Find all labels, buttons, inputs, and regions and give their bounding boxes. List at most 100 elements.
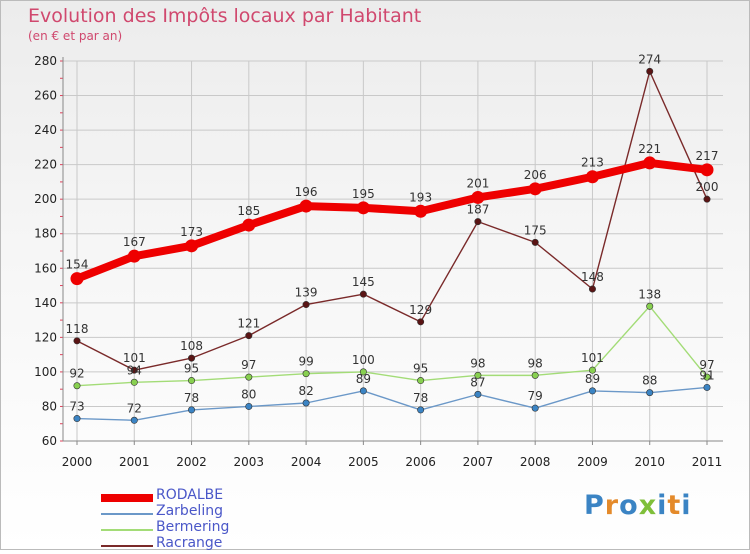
data-label-bermering: 138 xyxy=(638,287,661,301)
data-label-rodalbe: 213 xyxy=(581,156,604,170)
data-label-rodalbe: 196 xyxy=(295,185,318,199)
x-tick-label: 2009 xyxy=(577,455,608,469)
legend-label: Bermering xyxy=(156,519,230,535)
data-point-bermering xyxy=(417,377,425,385)
data-point-zarbeling xyxy=(588,387,596,395)
data-point-rodalbe xyxy=(585,170,599,184)
legend-label: Zarbeling xyxy=(156,503,223,519)
series-line-zarbeling xyxy=(76,386,708,421)
data-point-racrange xyxy=(703,195,711,203)
data-label-racrange: 187 xyxy=(466,203,489,217)
logo-letter: x xyxy=(638,490,658,521)
data-point-bermering xyxy=(588,366,596,374)
data-point-racrange xyxy=(588,285,596,293)
series-line-rodalbe xyxy=(73,158,711,283)
y-tick-label: 60 xyxy=(42,434,57,448)
data-label-zarbeling: 82 xyxy=(298,384,313,398)
data-label-rodalbe: 154 xyxy=(66,258,89,272)
data-label-zarbeling: 89 xyxy=(356,372,371,386)
data-point-zarbeling xyxy=(474,390,482,398)
data-point-rodalbe xyxy=(471,190,485,204)
x-tick-label: 2005 xyxy=(348,455,379,469)
data-point-rodalbe xyxy=(643,156,657,170)
data-point-bermering xyxy=(359,368,367,376)
data-label-bermering: 94 xyxy=(127,363,142,377)
data-label-rodalbe: 167 xyxy=(123,235,146,249)
logo-letter: o xyxy=(619,490,639,521)
data-point-racrange xyxy=(130,366,138,374)
data-label-bermering: 98 xyxy=(528,356,543,370)
y-tick-label: 100 xyxy=(34,365,57,379)
y-tick-label: 280 xyxy=(34,54,57,68)
data-point-rodalbe xyxy=(356,201,370,215)
data-point-rodalbe xyxy=(700,163,714,177)
data-point-bermering xyxy=(703,373,711,381)
data-label-rodalbe: 221 xyxy=(638,142,661,156)
data-point-zarbeling xyxy=(245,402,253,410)
data-label-bermering: 95 xyxy=(184,362,199,376)
data-point-racrange xyxy=(245,332,253,340)
data-label-racrange: 274 xyxy=(638,52,661,66)
data-label-bermering: 92 xyxy=(69,367,84,381)
data-point-bermering xyxy=(302,370,310,378)
data-point-zarbeling xyxy=(359,387,367,395)
data-point-bermering xyxy=(531,371,539,379)
legend-label: RODALBE xyxy=(156,487,224,503)
y-tick-label: 260 xyxy=(34,89,57,103)
data-label-bermering: 95 xyxy=(413,362,428,376)
data-label-racrange: 121 xyxy=(237,317,260,331)
x-tick-label: 2011 xyxy=(692,455,723,469)
data-label-rodalbe: 173 xyxy=(180,225,203,239)
data-label-zarbeling: 78 xyxy=(413,391,428,405)
data-label-rodalbe: 185 xyxy=(237,204,260,218)
data-point-racrange xyxy=(188,354,196,362)
data-point-bermering xyxy=(474,371,482,379)
data-point-racrange xyxy=(302,301,310,309)
data-point-racrange xyxy=(359,290,367,298)
data-point-bermering xyxy=(130,378,138,386)
legend-swatch xyxy=(101,513,153,515)
logo-letter: t xyxy=(667,490,682,521)
data-point-zarbeling xyxy=(302,399,310,407)
data-point-racrange xyxy=(474,218,482,226)
chart-subtitle: (en € et par an) xyxy=(28,29,123,43)
y-tick-label: 120 xyxy=(34,330,57,344)
data-label-zarbeling: 80 xyxy=(241,387,256,401)
x-tick-label: 2002 xyxy=(176,455,207,469)
data-label-zarbeling: 78 xyxy=(184,391,199,405)
data-point-rodalbe xyxy=(414,204,428,218)
data-label-zarbeling: 91 xyxy=(699,368,714,382)
y-tick-label: 240 xyxy=(34,123,57,137)
data-point-zarbeling xyxy=(417,406,425,414)
logo-letter: i xyxy=(657,490,668,521)
data-point-bermering xyxy=(646,302,654,310)
data-label-racrange: 200 xyxy=(696,180,719,194)
y-tick-label: 180 xyxy=(34,227,57,241)
y-tick-label: 160 xyxy=(34,261,57,275)
data-label-zarbeling: 79 xyxy=(528,389,543,403)
legend-swatch xyxy=(101,545,153,547)
logo-letter: P xyxy=(584,490,605,521)
x-tick-label: 2010 xyxy=(634,455,665,469)
data-point-zarbeling xyxy=(531,404,539,412)
data-label-racrange: 101 xyxy=(123,351,146,365)
data-label-racrange: 129 xyxy=(409,303,432,317)
legend-swatch xyxy=(101,494,153,502)
data-label-racrange: 118 xyxy=(66,322,89,336)
data-label-rodalbe: 193 xyxy=(409,190,432,204)
data-point-zarbeling xyxy=(188,406,196,414)
data-point-bermering xyxy=(245,373,253,381)
data-point-zarbeling xyxy=(130,416,138,424)
x-tick-label: 2004 xyxy=(291,455,322,469)
x-tick-label: 2007 xyxy=(463,455,494,469)
data-label-rodalbe: 201 xyxy=(466,176,489,190)
logo-letter: i xyxy=(681,490,692,521)
data-label-bermering: 97 xyxy=(699,358,714,372)
data-label-bermering: 97 xyxy=(241,358,256,372)
data-point-rodalbe xyxy=(127,249,141,263)
chart-title: Evolution des Impôts locaux par Habitant xyxy=(28,5,422,27)
data-label-rodalbe: 206 xyxy=(524,168,547,182)
proxiti-logo: Proxiti xyxy=(584,490,692,521)
